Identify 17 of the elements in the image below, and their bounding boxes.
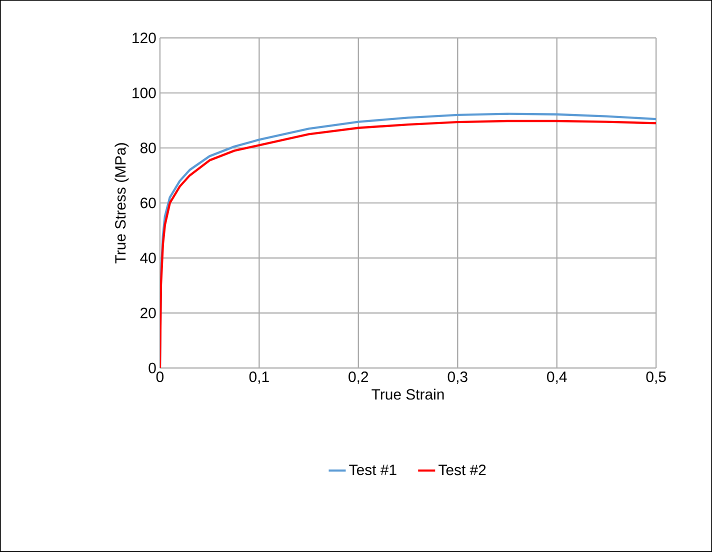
x-tick-label: 0,3 [448,372,468,384]
x-tick-label: 0,2 [348,372,368,384]
y-tick-label: 40 [140,252,156,264]
y-tick-label: 100 [132,88,156,98]
y-tick-label: 120 [132,32,156,44]
legend-label: Test #1 [349,464,396,476]
y-tick-label: 20 [140,308,156,318]
x-tick-label: 0,4 [547,372,567,384]
legend-label: Test #2 [438,464,486,476]
y-axis-title: True Stress (MPa) [114,143,129,264]
y-tick-label: 80 [140,142,156,154]
y-tick-label: 0 [148,362,156,374]
x-tick-label: 0 [156,372,164,382]
x-axis-title: True Strain [372,388,444,400]
x-tick-label: 0,1 [249,372,269,384]
x-tick-label: 0,5 [646,372,666,384]
y-tick-label: 60 [140,198,156,208]
